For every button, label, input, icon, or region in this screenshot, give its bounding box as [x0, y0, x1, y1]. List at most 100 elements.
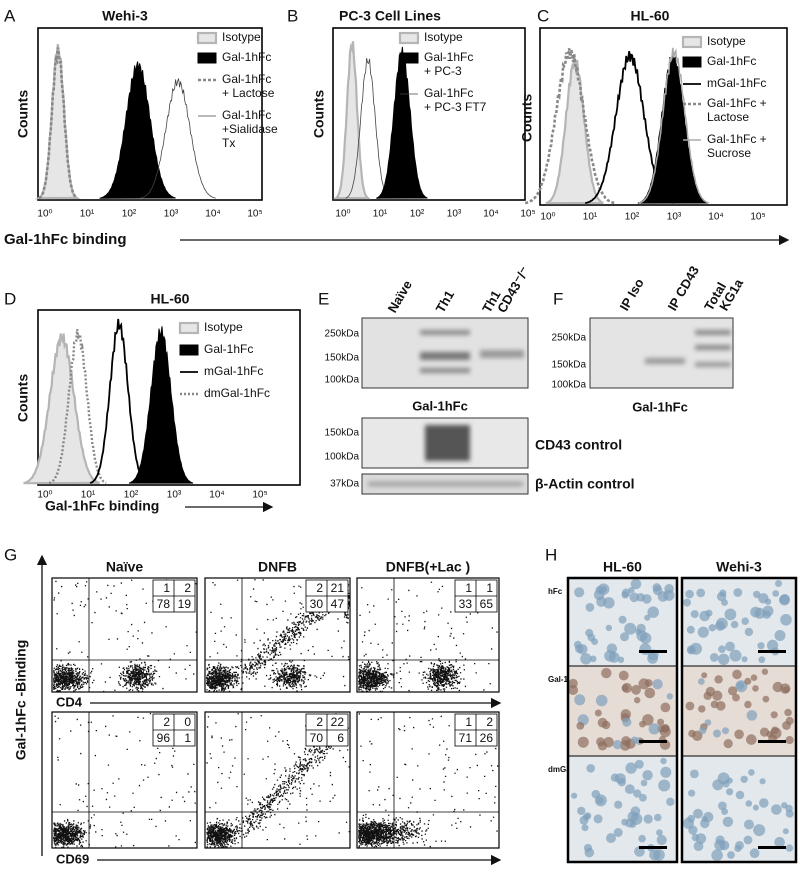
quadrant-value: 1 [163, 581, 170, 595]
quadrant-value: 71 [459, 731, 473, 745]
histogram-curve [89, 318, 148, 484]
legend-label: Tx [222, 136, 235, 150]
blot-band [420, 352, 470, 360]
cell [748, 769, 755, 776]
cell [785, 716, 794, 725]
cell [687, 814, 695, 823]
x-tick-label: 10⁵ [750, 212, 765, 223]
blot-band [420, 368, 470, 373]
cell [630, 578, 642, 590]
legend-label: dmGal-1hFc [204, 386, 270, 400]
legend-label: + PC-3 FT7 [424, 100, 487, 114]
panel-letter: G [4, 545, 17, 564]
scale-bar [639, 846, 667, 849]
cell [586, 764, 595, 773]
x-tick-label: 10⁵ [252, 490, 267, 501]
cell [630, 813, 643, 825]
cell [722, 727, 729, 735]
cell [726, 788, 734, 796]
legend-label: mGal-1hFc [204, 364, 263, 378]
micrograph [568, 666, 677, 756]
cell [718, 653, 730, 665]
cell [593, 814, 603, 824]
legend-label: + PC-3 [424, 64, 462, 78]
cell [584, 812, 592, 820]
cell [759, 798, 769, 808]
cell [666, 693, 673, 700]
cell [594, 709, 602, 717]
cell [757, 642, 765, 650]
cell [601, 667, 612, 679]
cell [771, 804, 782, 815]
cell [740, 775, 748, 783]
cell [711, 849, 723, 861]
cell [644, 687, 656, 699]
x-tick-label: 10⁰ [37, 209, 52, 220]
blot-band [645, 358, 685, 364]
cell [715, 620, 726, 631]
column-title: Naïve [106, 559, 144, 575]
cell [762, 610, 771, 619]
cell [663, 589, 675, 601]
cell [642, 770, 653, 781]
quadrant-value: 2 [316, 581, 323, 595]
cell [785, 844, 794, 852]
legend-label: Gal-1hFc [222, 50, 271, 64]
cell [656, 834, 667, 846]
cell [688, 789, 696, 797]
cell [603, 597, 615, 609]
cell [595, 694, 608, 707]
quadrant-value: 22 [331, 715, 345, 729]
cell [753, 824, 766, 837]
cell [625, 762, 637, 774]
lane-label: IP CD43 [665, 263, 702, 313]
scale-bar [639, 740, 667, 743]
cell [639, 793, 647, 802]
cell [709, 653, 719, 662]
quadrant-value: 21 [331, 581, 345, 595]
scale-bar [758, 846, 786, 849]
cell [705, 609, 713, 617]
axis-label: Counts [15, 374, 31, 422]
cell [761, 668, 769, 675]
cell [666, 797, 675, 806]
panel-title: HL-60 [631, 8, 670, 24]
cell [574, 694, 586, 706]
cell [638, 834, 646, 843]
blot-band [420, 330, 470, 335]
cell [614, 800, 623, 809]
cell [767, 639, 779, 652]
cell [621, 736, 631, 746]
cell [750, 674, 758, 681]
scale-bar [758, 650, 786, 653]
histogram-curve [545, 56, 604, 205]
cell [730, 620, 739, 629]
cell [597, 741, 608, 751]
cell [718, 801, 727, 811]
axis-label: CD4 [56, 694, 83, 709]
cell [728, 686, 738, 696]
cell [779, 594, 790, 606]
quadrant-value: 65 [480, 597, 494, 611]
x-tick-label: 10² [124, 490, 139, 501]
blot-label: Gal-1hFc [632, 399, 688, 414]
legend-swatch [197, 52, 217, 64]
x-tick-label: 10⁰ [540, 212, 555, 223]
cell [732, 669, 742, 680]
legend-label: Gal-1hFc [424, 86, 473, 100]
cell [657, 718, 665, 726]
cell [775, 580, 782, 587]
column-title: HL-60 [603, 559, 642, 575]
blot-label: Gal-1hFc [412, 398, 468, 413]
x-tick-label: 10³ [167, 490, 182, 501]
cell [735, 790, 745, 800]
cell [743, 835, 753, 845]
quadrant-value: 2 [486, 715, 493, 729]
cell [749, 848, 760, 859]
cell [576, 722, 585, 730]
cell [577, 806, 586, 816]
axis-label: Gal-1hFc binding [4, 231, 127, 248]
quadrant-value: 33 [459, 597, 473, 611]
quadrant-value: 0 [184, 715, 191, 729]
cell [744, 819, 754, 830]
